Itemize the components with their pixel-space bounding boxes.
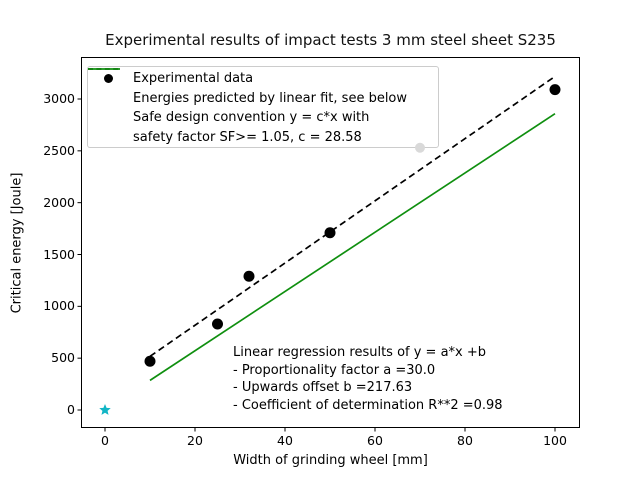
y-tick-label: 0 <box>67 402 75 417</box>
y-tick-label: 1000 <box>43 298 75 314</box>
safe-design-line <box>149 113 556 382</box>
x-tick-label: 100 <box>543 433 567 448</box>
axes-frame <box>81 57 580 428</box>
regression-annotation: Linear regression results of y = a*x +b … <box>233 344 503 414</box>
legend-dot-icon <box>88 74 128 84</box>
legend-row-safe-design-cont: safety factor SF>= 1.05, c = 28.58 <box>88 128 438 148</box>
x-tick-label: 20 <box>187 433 203 448</box>
linear-fit-line <box>149 75 556 358</box>
legend-row-experimental: Experimental data <box>88 69 438 89</box>
chart-title: Experimental results of impact tests 3 m… <box>105 31 556 49</box>
y-tick-label: 2000 <box>43 194 75 210</box>
y-tick-label: 1500 <box>43 246 75 262</box>
x-tick-label: 0 <box>101 433 109 448</box>
annotation-line-4: - Coefficient of determination R**2 =0.9… <box>233 397 503 413</box>
annotation-line-3: - Upwards offset b =217.63 <box>233 380 413 396</box>
x-tick-label: 40 <box>277 433 293 448</box>
legend-label-safe-design-cont: safety factor SF>= 1.05, c = 28.58 <box>133 129 362 145</box>
legend-label-safe-design: Safe design convention y = c*x with <box>133 110 370 126</box>
x-tick-label: 60 <box>367 433 383 448</box>
y-tick-label: 2500 <box>43 142 75 158</box>
annotation-line-2: - Proportionality factor a =30.0 <box>233 362 436 378</box>
annotation-line-1: Linear regression results of y = a*x +b <box>233 345 487 360</box>
legend-row-safe-design: Safe design convention y = c*x with <box>88 68 438 128</box>
legend: Experimental data Energies predicted by … <box>87 66 439 148</box>
y-axis-label: Critical energy [Joule] <box>9 172 25 314</box>
x-axis-label: Width of grinding wheel [mm] <box>233 453 428 468</box>
y-tick-label: 500 <box>51 350 75 366</box>
legend-label-experimental: Experimental data <box>133 71 254 87</box>
legend-label-linear-fit: Energies predicted by linear fit, see be… <box>133 90 408 106</box>
legend-row-linear-fit: Energies predicted by linear fit, see be… <box>88 68 438 109</box>
y-tick-label: 3000 <box>43 91 75 106</box>
x-tick-label: 80 <box>457 433 473 448</box>
